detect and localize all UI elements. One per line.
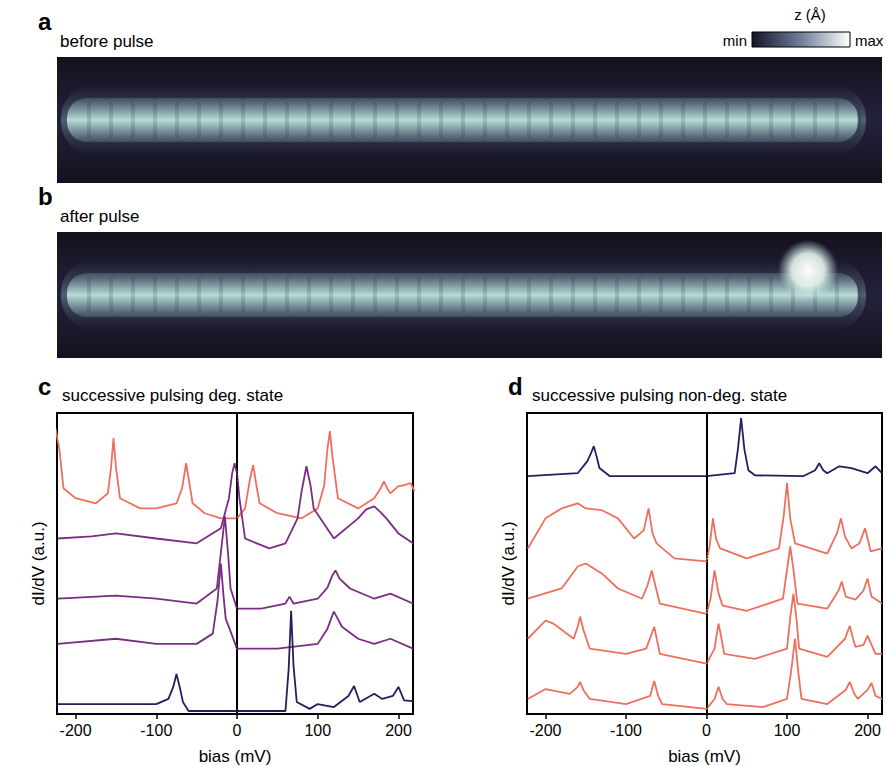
svg-text:dI/dV (a.u.): dI/dV (a.u.) — [29, 521, 48, 605]
svg-text:-200: -200 — [60, 722, 92, 739]
svg-text:min: min — [723, 32, 747, 49]
svg-text:a: a — [38, 8, 52, 35]
svg-text:b: b — [38, 183, 53, 210]
svg-text:-200: -200 — [529, 722, 561, 739]
svg-text:after pulse: after pulse — [60, 207, 139, 226]
svg-text:200: 200 — [385, 722, 412, 739]
svg-text:dI/dV (a.u.): dI/dV (a.u.) — [499, 521, 518, 605]
svg-text:0: 0 — [233, 722, 242, 739]
svg-text:bias (mV): bias (mV) — [668, 747, 741, 766]
svg-text:successive pulsing non-deg. st: successive pulsing non-deg. state — [532, 386, 787, 405]
svg-text:successive pulsing deg. state: successive pulsing deg. state — [62, 386, 283, 405]
svg-text:-100: -100 — [140, 722, 172, 739]
svg-text:max: max — [855, 32, 884, 49]
svg-text:100: 100 — [774, 722, 801, 739]
svg-text:c: c — [38, 373, 51, 400]
svg-text:100: 100 — [304, 722, 331, 739]
svg-text:z (Å): z (Å) — [794, 6, 826, 23]
svg-text:d: d — [508, 373, 523, 400]
svg-text:-100: -100 — [610, 722, 642, 739]
svg-text:0: 0 — [702, 722, 711, 739]
svg-text:before pulse: before pulse — [60, 32, 154, 51]
svg-text:200: 200 — [854, 722, 881, 739]
svg-text:bias (mV): bias (mV) — [199, 747, 272, 766]
